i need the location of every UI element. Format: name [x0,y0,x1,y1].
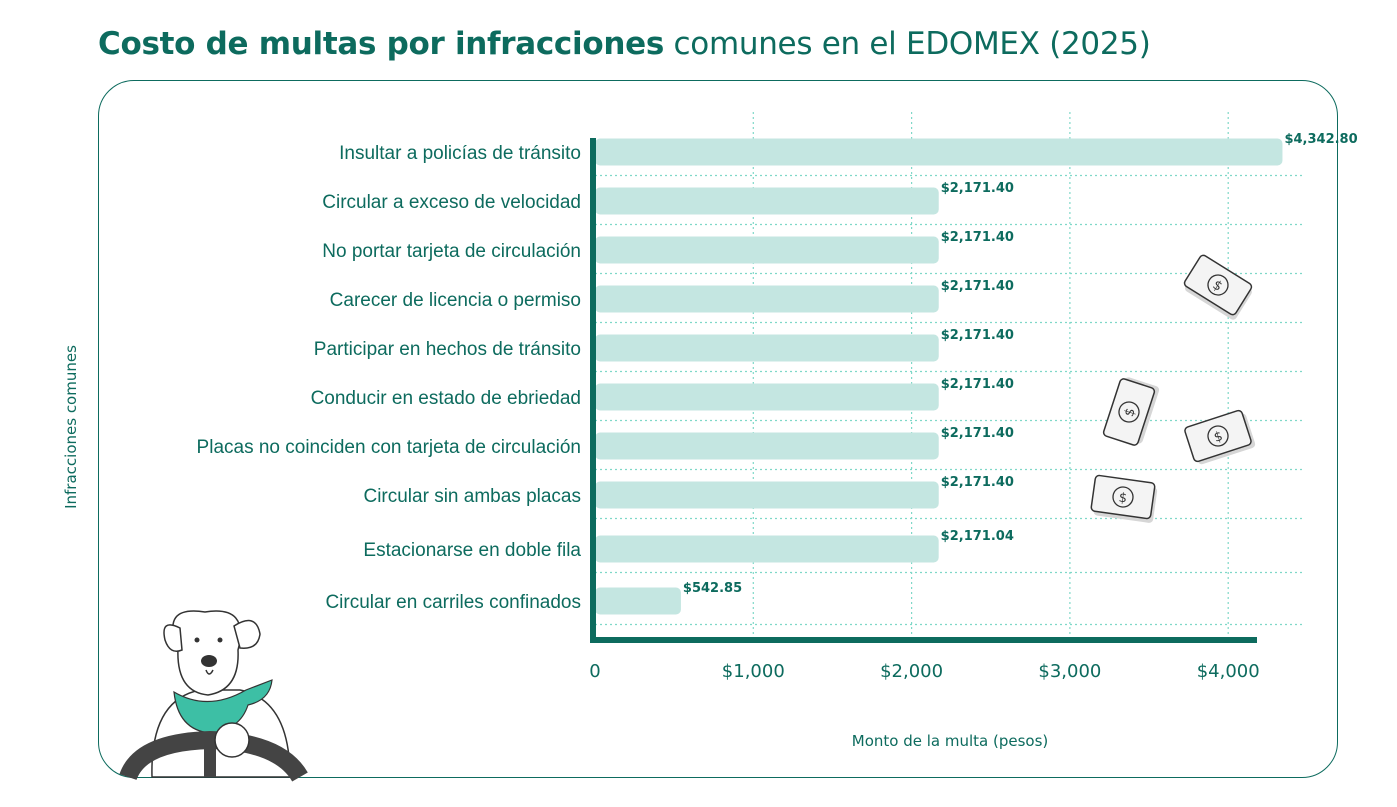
money-bill-icon: $ [1102,377,1160,446]
bar [595,334,939,362]
value-label: $2,171.04 [941,529,1014,544]
svg-text:$: $ [1118,490,1128,506]
bar [595,187,939,215]
bar [595,285,939,313]
x-tick-label: $1,000 [722,661,785,682]
value-label: $4,342.80 [1284,132,1357,147]
x-tick-label: $4,000 [1197,661,1260,682]
x-axis-label: Monto de la multa (pesos) [852,732,1049,750]
title-rest: comunes en el EDOMEX (2025) [663,26,1151,62]
bar [595,138,1283,166]
bar [595,432,939,460]
category-label: No portar tarjeta de circulación [322,241,581,262]
value-label: $542.85 [683,581,742,596]
axes [590,138,1257,643]
money-bill-icon: $ [1183,254,1253,320]
category-label: Placas no coinciden con tarjeta de circu… [197,437,581,458]
category-label: Participar en hechos de tránsito [314,339,581,360]
title-bold: Costo de multas por infracciones [98,26,664,62]
chart-title: Costo de multas por infracciones comunes… [98,26,1151,62]
value-label: $2,171.40 [941,279,1014,294]
dog-mascot-icon [119,610,308,782]
chart-card [98,80,1338,778]
category-label: Circular en carriles confinados [325,592,581,613]
category-label: Estacionarse en doble fila [363,540,581,561]
x-tick-label: 0 [589,661,600,682]
category-label: Carecer de licencia o permiso [330,290,581,311]
bar [595,535,939,563]
x-tick-label: $3,000 [1038,661,1101,682]
money-bill-icon: $ [1090,474,1158,523]
bar [595,587,681,615]
value-label: $2,171.40 [941,181,1014,196]
category-label: Circular a exceso de velocidad [322,192,581,213]
bar [595,481,939,509]
value-label: $2,171.40 [941,475,1014,490]
x-tick-label: $2,000 [880,661,943,682]
category-label: Insultar a policías de tránsito [339,143,581,164]
labels: Insultar a policías de tránsito $4,342.80… [197,132,1358,750]
value-label: $2,171.40 [941,230,1014,245]
value-label: $2,171.40 [941,377,1014,392]
bar [595,383,939,411]
bar [595,236,939,264]
bars [595,138,1283,615]
money-bill-icon: $ [1184,409,1256,465]
value-label: $2,171.40 [941,426,1014,441]
value-label: $2,171.40 [941,328,1014,343]
category-label: Circular sin ambas placas [363,486,581,507]
category-label: Conducir en estado de ebriedad [311,388,581,409]
